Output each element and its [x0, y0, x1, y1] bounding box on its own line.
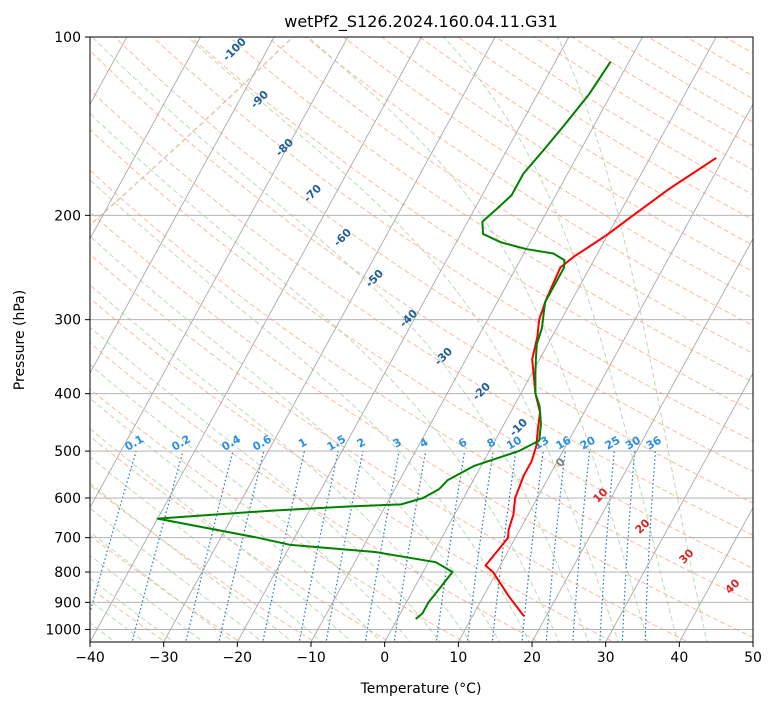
- dry-adiabat: [90, 88, 753, 536]
- dry-adiabat: [114, 37, 753, 473]
- moist-adiabat: [90, 112, 560, 642]
- dry-adiabat: [190, 37, 753, 412]
- x-tick-label: −30: [149, 650, 179, 666]
- dry-adiabat: [457, 37, 753, 221]
- background-lines: [0, 24, 753, 645]
- moist-adiabat: [90, 397, 382, 642]
- mixing-ratio-line: [644, 451, 657, 642]
- isotherm: [384, 37, 717, 642]
- dry-adiabat: [90, 484, 316, 642]
- isotherm: [0, 24, 60, 645]
- moist-adiabat: [90, 531, 234, 642]
- moist-adiabat: [90, 364, 412, 642]
- dewpoint-profile-line: [156, 60, 612, 620]
- isotherm: [531, 237, 753, 642]
- dry-adiabat: [418, 37, 753, 247]
- dry-adiabat: [228, 37, 753, 383]
- mixing-ratio-line: [131, 450, 184, 642]
- y-tick-label: 500: [54, 444, 81, 460]
- x-tick-label: −20: [223, 650, 253, 666]
- moist-adiabat: [90, 235, 501, 642]
- mixing-ratio-line: [364, 450, 400, 642]
- dry-adiabat: [90, 211, 753, 638]
- isotherm: [605, 372, 753, 642]
- mixing-ratio-line: [185, 450, 234, 642]
- moist-adiabat: [90, 577, 175, 642]
- chart-title: wetPf2_S126.2024.160.04.11.G31: [284, 12, 558, 32]
- y-tick-label: 600: [54, 491, 81, 507]
- x-tick-label: −40: [75, 650, 105, 666]
- mixing-ratio-line: [298, 450, 339, 642]
- isotherm: [163, 37, 496, 642]
- moist-adiabat: [90, 284, 471, 642]
- x-axis-label: Temperature (°C): [360, 681, 482, 697]
- moist-adiabat: [91, 37, 590, 642]
- isotherm: [310, 37, 644, 642]
- dry-adiabat: [90, 49, 753, 504]
- x-tick-label: 50: [744, 650, 762, 666]
- moist-adiabat: [90, 507, 264, 642]
- y-tick-label: 800: [54, 565, 81, 581]
- moist-adiabat: [90, 456, 323, 642]
- isotherm: [90, 37, 202, 240]
- y-tick-label: 700: [54, 531, 81, 547]
- x-tick-label: 10: [449, 650, 467, 666]
- dry-adiabat: [90, 435, 391, 642]
- isotherm: [752, 641, 753, 642]
- isotherm: [457, 103, 753, 642]
- y-tick-label: 300: [54, 313, 81, 329]
- y-tick-label: 400: [54, 387, 81, 403]
- dry-adiabat: [90, 297, 615, 642]
- dry-adiabat: [495, 37, 753, 196]
- x-tick-label: 40: [670, 650, 688, 666]
- x-tick-label: 30: [597, 650, 615, 666]
- mixing-ratio-line: [325, 450, 364, 642]
- dry-adiabat: [90, 169, 753, 603]
- mixing-ratio-line: [218, 450, 265, 642]
- y-tick-label: 200: [54, 208, 81, 224]
- x-tick-label: 0: [380, 650, 389, 666]
- y-tick-label: 100: [54, 30, 81, 46]
- moist-adiabat: [90, 554, 205, 642]
- y-axis-label: Pressure (hPa): [12, 290, 28, 390]
- dry-adiabat: [304, 37, 753, 327]
- y-tick-label: 1000: [45, 622, 81, 638]
- isotherm: [90, 37, 423, 642]
- isotherm: [678, 506, 753, 642]
- x-tick-label: 20: [523, 650, 541, 666]
- dry-adiabat: [90, 534, 241, 642]
- y-tick-label: 900: [54, 595, 81, 611]
- moist-adiabat: [90, 428, 353, 642]
- axes: −40 −30 −20 −10 0 10 20 30 40 50 1000 900 800 700 600 5…: [45, 30, 762, 666]
- isotherm: [90, 37, 275, 375]
- dry-adiabat: [342, 37, 753, 299]
- moist-adiabat: [90, 179, 530, 642]
- dry-adiabat: [152, 37, 753, 442]
- data-series: [156, 60, 717, 620]
- isotherm: [236, 37, 570, 642]
- dry-adiabat: [90, 128, 753, 569]
- x-tick-label: −10: [296, 650, 326, 666]
- isotherm: [90, 37, 349, 509]
- dry-adiabat: [90, 253, 690, 642]
- plot-frame: [89, 36, 754, 643]
